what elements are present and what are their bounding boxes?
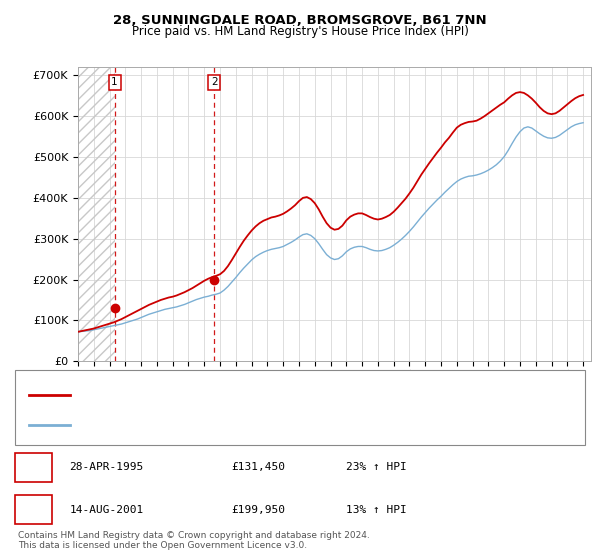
FancyBboxPatch shape [15,370,585,445]
Text: 14-AUG-2001: 14-AUG-2001 [70,505,144,515]
Text: 28, SUNNINGDALE ROAD, BROMSGROVE, B61 7NN: 28, SUNNINGDALE ROAD, BROMSGROVE, B61 7N… [113,14,487,27]
FancyBboxPatch shape [15,453,52,482]
Bar [78,67,115,361]
Text: 2: 2 [29,503,38,516]
Text: £131,450: £131,450 [231,462,285,472]
Text: £199,950: £199,950 [231,505,285,515]
Text: 28, SUNNINGDALE ROAD, BROMSGROVE, B61 7NN (detached house): 28, SUNNINGDALE ROAD, BROMSGROVE, B61 7N… [81,390,458,400]
Text: 2: 2 [211,77,217,87]
Bar [78,67,115,361]
Text: 1: 1 [112,77,118,87]
Text: 23% ↑ HPI: 23% ↑ HPI [346,462,407,472]
Text: 13% ↑ HPI: 13% ↑ HPI [346,505,407,515]
FancyBboxPatch shape [15,495,52,524]
Text: Price paid vs. HM Land Registry's House Price Index (HPI): Price paid vs. HM Land Registry's House … [131,25,469,38]
Text: 28-APR-1995: 28-APR-1995 [70,462,144,472]
Text: 1: 1 [29,461,38,474]
Text: HPI: Average price, detached house, Bromsgrove: HPI: Average price, detached house, Brom… [81,420,349,430]
Text: Contains HM Land Registry data © Crown copyright and database right 2024.
This d: Contains HM Land Registry data © Crown c… [18,531,370,550]
